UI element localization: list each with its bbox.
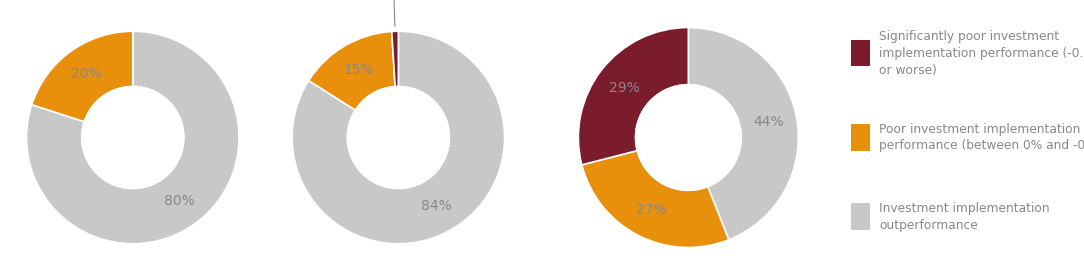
Wedge shape — [688, 28, 798, 240]
Text: 20%: 20% — [72, 67, 102, 81]
Text: 44%: 44% — [753, 115, 784, 129]
Wedge shape — [31, 31, 133, 122]
Text: 15%: 15% — [343, 63, 374, 77]
Circle shape — [81, 87, 184, 188]
Text: 29%: 29% — [608, 81, 640, 95]
Text: 84%: 84% — [421, 199, 452, 213]
Text: Non-platform
TDP: Non-platform TDP — [352, 122, 444, 153]
Text: 27%: 27% — [636, 203, 667, 217]
Wedge shape — [26, 31, 238, 244]
Circle shape — [347, 87, 450, 188]
Text: 1%: 1% — [383, 0, 404, 26]
Bar — [851, 124, 869, 151]
Circle shape — [635, 85, 741, 190]
Text: Poor investment implementation
performance (between 0% and -0.50% pa): Poor investment implementation performan… — [879, 122, 1084, 153]
Wedge shape — [293, 31, 504, 244]
Text: 80%: 80% — [164, 194, 194, 208]
Wedge shape — [309, 31, 396, 110]
Wedge shape — [391, 31, 399, 87]
Text: Significantly poor investment
implementation performance (-0.50% pa
or worse): Significantly poor investment implementa… — [879, 29, 1084, 76]
Text: Platform
TDP: Platform TDP — [659, 122, 718, 153]
Wedge shape — [579, 28, 688, 165]
Bar — [851, 204, 869, 230]
Wedge shape — [582, 151, 728, 248]
Text: MySuper: MySuper — [102, 131, 164, 144]
Bar — [851, 40, 869, 66]
Text: Investment implementation
outperformance: Investment implementation outperformance — [879, 202, 1049, 232]
